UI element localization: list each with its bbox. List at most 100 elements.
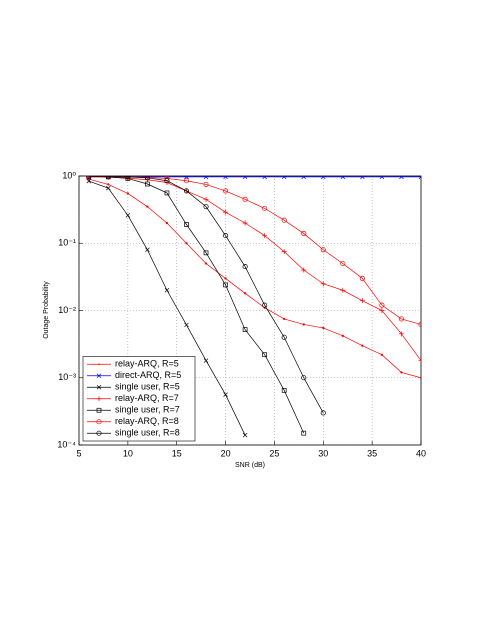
marker [283,317,286,321]
legend-label: relay-ARQ, R=7 [115,393,179,403]
marker [302,323,305,326]
series-line [88,176,421,361]
legend-marker-shape [96,407,102,413]
y-tick-label: 10⁻³ [58,372,76,382]
marker [165,221,169,225]
marker [223,392,228,397]
marker [203,181,209,187]
plot-layer [86,176,421,438]
marker [301,176,306,180]
marker [164,288,170,293]
marker [340,176,346,180]
marker [281,387,287,393]
marker [105,176,111,180]
series-line [88,178,421,379]
marker [185,242,188,245]
marker [262,302,268,308]
marker [146,205,149,208]
marker [320,281,326,287]
y-tick-label: 10⁻⁴ [57,439,76,449]
marker [400,371,403,374]
legend-marker-shape [98,363,100,366]
marker [203,204,209,210]
legend-marker [96,430,102,436]
legend-marker [96,385,102,390]
marker [203,196,209,202]
x-tick-label: 5 [76,448,81,458]
marker [125,176,131,180]
legend-label: direct-ARQ, R=5 [115,370,181,380]
legend-label: relay-ARQ, R=8 [115,416,179,426]
marker [184,222,189,227]
series-line [88,176,305,434]
marker [242,220,248,226]
marker [107,183,110,186]
x-tick-label: 15 [172,448,182,458]
marker [322,326,325,330]
marker [262,352,268,358]
legend-marker [96,396,102,402]
marker [360,176,365,180]
marker [144,176,150,181]
x-tick-label: 30 [318,448,328,458]
marker [164,178,170,184]
marker [183,188,190,194]
legend-marker-shape [96,373,102,378]
legend-label: single user, R=8 [115,428,180,438]
legend-marker [98,363,100,366]
legend-marker-shape [96,385,102,390]
marker [86,178,92,184]
marker [262,205,268,211]
marker [126,192,130,195]
marker [242,196,248,202]
x-tick-label: 35 [367,448,377,458]
marker [379,302,385,308]
marker [418,321,421,328]
marker [145,247,150,253]
marker [301,430,307,436]
marker [243,292,247,295]
x-axis-label: SNR (dB) [235,462,265,469]
marker [320,410,326,416]
y-tick-label: 10⁻¹ [58,238,76,248]
marker [380,353,384,356]
marker [125,213,131,218]
marker [281,217,287,223]
marker [301,230,307,236]
marker [399,176,404,180]
marker [262,176,267,180]
marker [379,308,385,313]
marker [106,185,111,191]
marker [418,176,421,180]
marker [301,267,307,273]
marker [145,181,150,187]
marker [281,176,287,180]
x-tick-label: 10 [123,448,133,458]
marker [262,233,268,239]
legend-label: relay-ARQ, R=5 [115,359,179,369]
marker [281,334,287,340]
marker [242,264,248,270]
x-tick-label: 25 [269,448,279,458]
marker [224,277,227,280]
legend-marker-shape [96,419,102,425]
marker [301,375,307,381]
legend-marker-shape [96,430,102,436]
marker [341,334,344,337]
legend-marker [96,373,102,378]
marker [419,376,421,379]
marker [223,209,229,215]
marker [359,298,365,304]
marker [184,322,189,328]
marker [223,233,229,239]
marker [86,176,92,179]
marker [204,262,208,265]
legend-marker [96,419,102,425]
x-tick-label: 40 [416,448,426,458]
marker [203,176,209,180]
y-tick-label: 10⁻² [58,305,76,315]
marker [398,331,404,337]
marker [340,287,346,293]
marker [223,188,229,194]
